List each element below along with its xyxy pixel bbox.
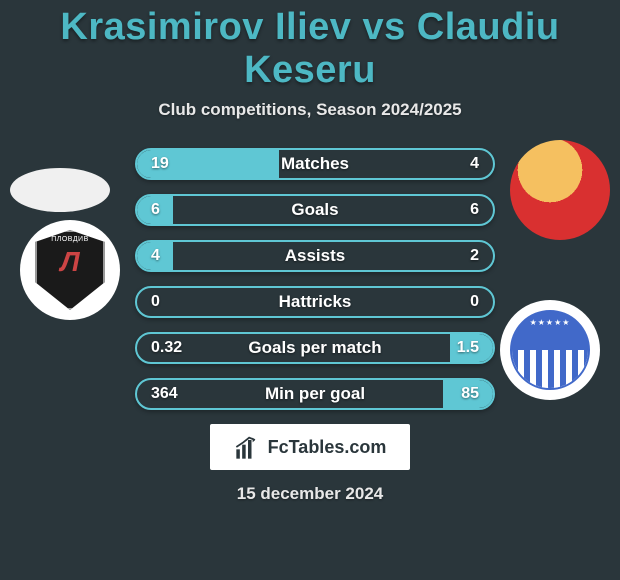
stat-label: Assists	[137, 246, 493, 266]
comparison-panel: Л ★★★★★ 19Matches46Goals64Assists20Hattr…	[0, 148, 620, 410]
stat-row: 4Assists2	[135, 240, 495, 272]
club-logo-right: ★★★★★	[500, 300, 600, 400]
stat-row: 0Hattricks0	[135, 286, 495, 318]
stat-row: 6Goals6	[135, 194, 495, 226]
stats-container: 19Matches46Goals64Assists20Hattricks00.3…	[135, 148, 495, 410]
stat-label: Min per goal	[137, 384, 493, 404]
brand-text: FcTables.com	[268, 437, 387, 458]
stat-label: Goals per match	[137, 338, 493, 358]
brand-logo: FcTables.com	[210, 424, 410, 470]
stat-label: Matches	[137, 154, 493, 174]
stat-value-right: 4	[470, 155, 479, 173]
page-title: Krasimirov Iliev vs Claudiu Keseru	[0, 0, 620, 92]
stat-row: 19Matches4	[135, 148, 495, 180]
page-subtitle: Club competitions, Season 2024/2025	[0, 100, 620, 120]
stat-value-right: 1.5	[457, 339, 479, 357]
stat-row: 364Min per goal85	[135, 378, 495, 410]
stat-value-right: 2	[470, 247, 479, 265]
player-photo-left	[10, 168, 110, 212]
stat-label: Goals	[137, 200, 493, 220]
chart-icon	[234, 433, 262, 461]
club-shield-right: ★★★★★	[510, 310, 590, 390]
club-logo-left: Л	[20, 220, 120, 320]
stat-row: 0.32Goals per match1.5	[135, 332, 495, 364]
club-shield-left: Л	[35, 230, 105, 310]
stat-label: Hattricks	[137, 292, 493, 312]
player-photo-right	[510, 140, 610, 240]
stat-value-right: 85	[461, 385, 479, 403]
stat-value-right: 0	[470, 293, 479, 311]
footer-date: 15 december 2024	[0, 484, 620, 504]
stat-value-right: 6	[470, 201, 479, 219]
